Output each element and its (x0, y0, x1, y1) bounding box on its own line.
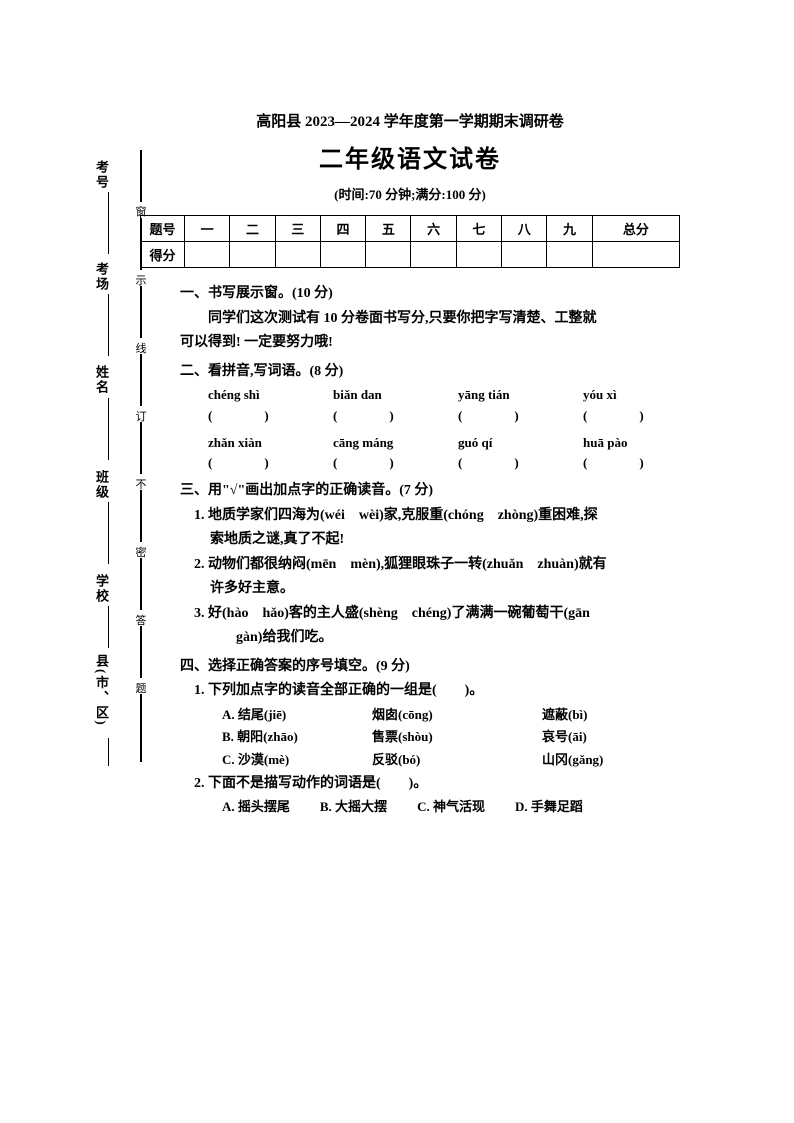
pinyin-row: zhǎn xiàn cāng máng guó qí huā pào (208, 432, 725, 455)
table-cell (456, 242, 501, 268)
table-cell: 二 (230, 216, 275, 242)
opt-item: D. 手舞足蹈 (515, 796, 583, 819)
opt-item: 反驳(bó) (372, 749, 542, 772)
opt-item: A. 结尾(jiē) (222, 704, 372, 727)
section-1-head: 一、书写展示窗。(10 分) (180, 282, 725, 307)
blank-item: ( ) (208, 405, 333, 428)
table-cell (230, 242, 275, 268)
opt-item: C. 神气活现 (417, 796, 485, 819)
opt-item: C. 沙漠(mè) (222, 749, 372, 772)
pinyin-item: yāng tián (458, 384, 583, 407)
blank-item: ( ) (333, 452, 458, 475)
table-cell (275, 242, 320, 268)
opt-item: 哀号(āi) (542, 726, 682, 749)
q3-3b: gàn)给我们吃。 (236, 626, 725, 651)
table-cell (320, 242, 365, 268)
section-4-head: 四、选择正确答案的序号填空。(9 分) (180, 655, 725, 680)
pinyin-row: chéng shì biǎn dan yāng tián yóu xì (208, 384, 725, 407)
q3-1a: 1. 地质学家们四海为(wéi wèi)家,克服重(chóng zhòng)重困… (194, 504, 725, 529)
section-2-head: 二、看拼音,写词语。(8 分) (180, 360, 725, 385)
page-container: 高阳县 2023—2024 学年度第一学期期末调研卷 二年级语文试卷 (时间:7… (95, 110, 725, 819)
table-cell: 得分 (141, 242, 185, 268)
pinyin-item: biǎn dan (333, 384, 458, 407)
table-cell: 七 (456, 216, 501, 242)
blank-row: ( ) ( ) ( ) ( ) (208, 452, 725, 475)
table-cell: 六 (411, 216, 456, 242)
pinyin-item: zhǎn xiàn (208, 432, 333, 455)
opt-item: B. 大摇大摆 (320, 796, 387, 819)
table-cell (592, 242, 679, 268)
section-1-body2: 可以得到! 一定要努力哦! (180, 331, 725, 356)
blank-item: ( ) (458, 405, 583, 428)
opt-row: A. 结尾(jiē) 烟囱(cōng) 遮蔽(bì) (222, 704, 725, 727)
opt-item: B. 朝阳(zhāo) (222, 726, 372, 749)
table-cell (411, 242, 456, 268)
q3-3a: 3. 好(hào hǎo)客的主人盛(shèng chéng)了满满一碗葡萄干(… (194, 602, 725, 627)
blank-item: ( ) (208, 452, 333, 475)
blank-row: ( ) ( ) ( ) ( ) (208, 405, 725, 428)
blank-item: ( ) (458, 452, 583, 475)
table-cell: 总分 (592, 216, 679, 242)
table-cell: 题号 (141, 216, 185, 242)
opt-item: 遮蔽(bì) (542, 704, 682, 727)
q4-1: 1. 下列加点字的读音全部正确的一组是( )。 (194, 679, 725, 704)
pinyin-item: guó qí (458, 432, 583, 455)
table-row: 题号 一 二 三 四 五 六 七 八 九 总分 (141, 216, 680, 242)
opt-item: 售票(shòu) (372, 726, 542, 749)
exam-header: 高阳县 2023—2024 学年度第一学期期末调研卷 (95, 110, 725, 131)
pinyin-item: huā pào (583, 432, 708, 455)
opt-item: A. 摇头摆尾 (222, 796, 290, 819)
table-cell (502, 242, 547, 268)
section-1-body: 同学们这次测试有 10 分卷面书写分,只要你把字写清楚、工整就 (208, 307, 725, 332)
opt-row: B. 朝阳(zhāo) 售票(shòu) 哀号(āi) (222, 726, 725, 749)
pinyin-item: chéng shì (208, 384, 333, 407)
blank-item: ( ) (333, 405, 458, 428)
q3-1b: 索地质之谜,真了不起! (210, 528, 725, 553)
q4-2: 2. 下面不是描写动作的词语是( )。 (194, 772, 725, 797)
opt-row: A. 摇头摆尾 B. 大摇大摆 C. 神气活现 D. 手舞足蹈 (222, 796, 725, 819)
table-cell: 五 (366, 216, 411, 242)
section-3-head: 三、用"√"画出加点字的正确读音。(7 分) (180, 479, 725, 504)
table-cell (547, 242, 592, 268)
opt-item: 烟囱(cōng) (372, 704, 542, 727)
content-area: 一、书写展示窗。(10 分) 同学们这次测试有 10 分卷面书写分,只要你把字写… (180, 282, 725, 819)
exam-subtitle: (时间:70 分钟;满分:100 分) (95, 184, 725, 203)
opt-item: 山冈(gǎng) (542, 749, 682, 772)
table-cell: 四 (320, 216, 365, 242)
pinyin-item: yóu xì (583, 384, 708, 407)
table-cell (185, 242, 230, 268)
table-cell: 九 (547, 216, 592, 242)
table-cell: 八 (502, 216, 547, 242)
blank-item: ( ) (583, 405, 708, 428)
opt-row: C. 沙漠(mè) 反驳(bó) 山冈(gǎng) (222, 749, 725, 772)
table-cell (366, 242, 411, 268)
exam-title: 二年级语文试卷 (95, 139, 725, 174)
pinyin-item: cāng máng (333, 432, 458, 455)
table-cell: 三 (275, 216, 320, 242)
table-cell: 一 (185, 216, 230, 242)
q3-2a: 2. 动物们都很纳闷(mēn mèn),狐狸眼珠子一转(zhuǎn zhuàn)… (194, 553, 725, 578)
q3-2b: 许多好主意。 (210, 577, 725, 602)
table-row: 得分 (141, 242, 680, 268)
blank-item: ( ) (583, 452, 708, 475)
score-table: 题号 一 二 三 四 五 六 七 八 九 总分 得分 (140, 215, 680, 268)
